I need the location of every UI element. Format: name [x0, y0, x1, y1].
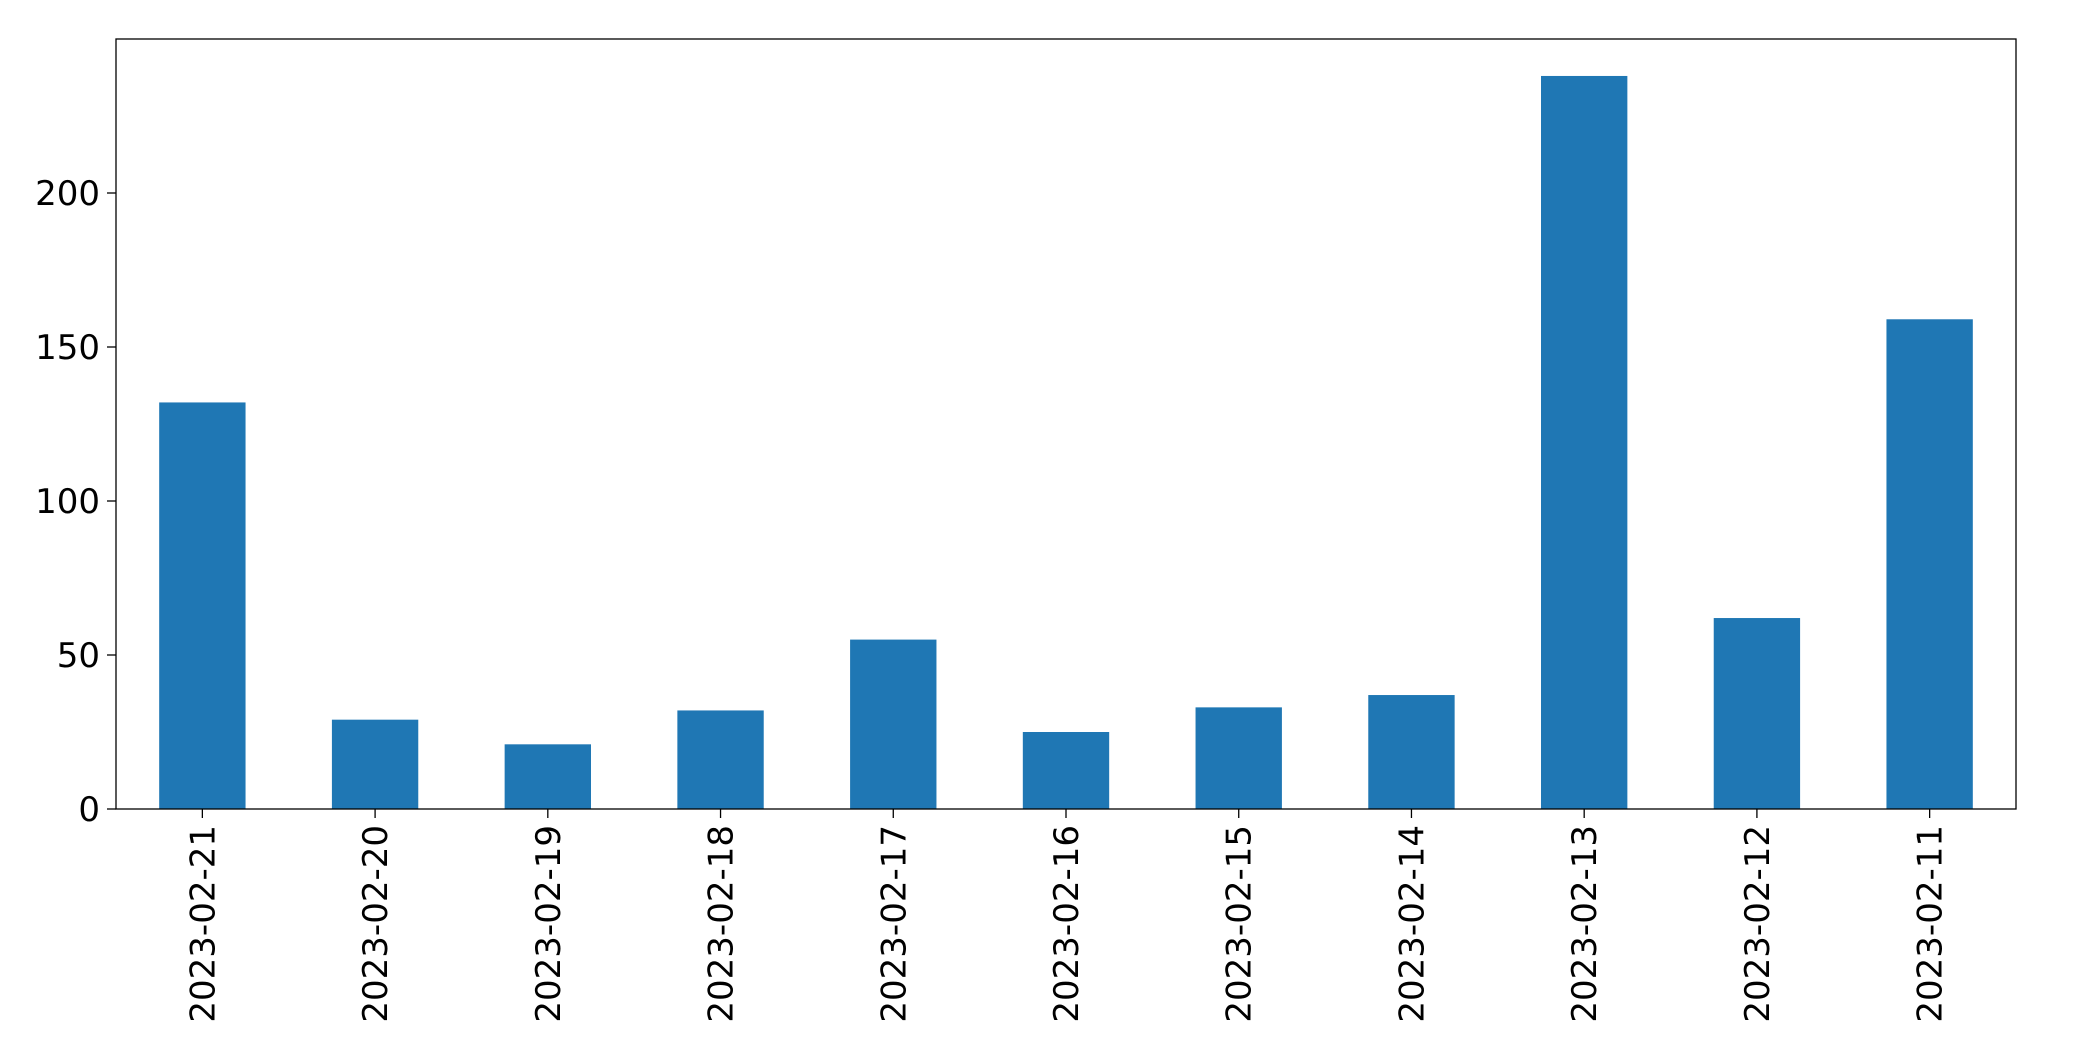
y-tick-label: 100	[35, 482, 100, 522]
plot-frame	[115, 38, 2017, 810]
x-tick-label: 2023-02-13	[1565, 825, 1605, 1023]
bar	[159, 402, 246, 809]
y-tick-label: 150	[35, 328, 100, 368]
bar	[677, 710, 764, 809]
bar	[504, 744, 591, 809]
x-tick-label: 2023-02-19	[529, 825, 569, 1023]
x-tick-label: 2023-02-21	[183, 825, 223, 1023]
x-tick-label: 2023-02-18	[702, 825, 742, 1023]
bar	[331, 719, 419, 809]
bar	[1886, 319, 1973, 809]
bar	[1195, 707, 1282, 809]
x-tick-label: 2023-02-17	[874, 825, 914, 1023]
bar	[1541, 75, 1628, 809]
y-tick-label: 0	[78, 790, 100, 830]
x-tick-label: 2023-02-11	[1911, 825, 1951, 1023]
x-tick-label: 2023-02-14	[1392, 825, 1432, 1023]
bar	[850, 639, 937, 809]
y-tick-label: 50	[57, 636, 100, 676]
x-tick-label: 2023-02-12	[1738, 825, 1778, 1023]
bar	[1022, 732, 1110, 809]
x-tick-label: 2023-02-16	[1047, 825, 1087, 1023]
bar	[1713, 618, 1801, 809]
bar	[1368, 695, 1455, 809]
y-tick-label: 200	[35, 174, 100, 214]
x-tick-label: 2023-02-20	[356, 825, 396, 1023]
x-tick-label: 2023-02-15	[1220, 825, 1260, 1023]
